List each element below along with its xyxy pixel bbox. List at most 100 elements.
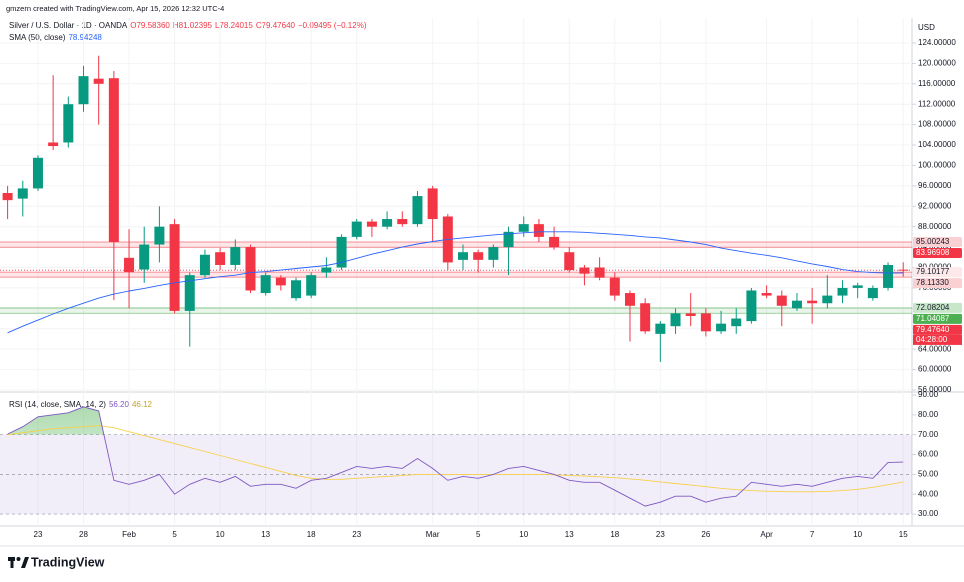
logo-shape [16,557,21,561]
y-tick-label: 56.00000 [918,385,952,394]
price-label-bg [913,247,962,258]
y-tick-label: 96.00000 [918,181,952,190]
y-tick-label: 100.00000 [918,161,956,170]
candle-body [230,247,241,265]
candle-body [215,252,226,265]
legend-item: RSI (14, close, SMA, 14, 2) [9,400,106,409]
price-label-bg [913,334,962,345]
candle-body [549,236,560,248]
candle-body [382,219,393,227]
countdown: 04:28:00 [916,335,948,344]
price-label: 79.10177 [916,267,950,276]
candle-body [883,264,894,288]
x-tick-label: Feb [122,530,136,539]
legend-row: RSI (14, close, SMA, 14, 2) 56.20 46.12 [9,400,153,409]
candle-body [624,293,635,306]
candle-body [594,267,605,278]
candle-body [245,247,256,291]
candle-body [199,254,210,276]
rsi-tick-label: 70.00 [918,430,939,439]
logo-mark [8,557,29,568]
rsi-sma-line [7,425,904,493]
x-tick-label: Apr [760,530,773,539]
x-tick-label: 23 [656,530,665,539]
price-label-bg [913,324,962,335]
x-tick-label: 10 [853,530,862,539]
candle-body [791,300,802,309]
candle-body [169,224,180,311]
candle-body [306,275,317,296]
rsi-tick-label: 40.00 [918,489,939,498]
candle-body [776,295,787,306]
candle-body [609,277,620,296]
candle-body [458,252,468,260]
legend-item: L78.24015 [215,21,253,30]
candle-body [184,275,195,311]
logo-shape [10,557,14,568]
price-label: 72.08204 [916,303,950,312]
x-tick-label: 5 [172,530,177,539]
legend-row: Silver / U.S. Dollar · 1D · OANDA O79.583… [9,21,367,30]
y-tick-label: 120.00000 [918,58,956,67]
y-tick-label: 60.00000 [918,365,952,374]
candle-body [351,221,362,237]
candle-body [336,236,347,268]
candle-body [108,78,119,242]
zone [0,272,912,278]
candle-body [564,252,575,271]
candle-body [78,76,89,105]
candle-body [488,247,499,260]
logo-shape [21,557,29,568]
candle-body [63,104,74,143]
candle-body [700,313,711,332]
legend-item: H81.02395 [173,21,213,30]
candle-body [291,280,302,299]
legend-item: SMA (50, close) [9,33,66,42]
candle-body [685,313,696,316]
candle-body [48,142,59,147]
candle-body [670,313,681,327]
candle-body [321,267,332,273]
candle-body [716,323,727,332]
price-label: 83.96908 [916,248,950,257]
x-tick-label: 18 [610,530,619,539]
x-tick-label: 13 [565,530,574,539]
y-tick-label: 108.00000 [918,120,956,129]
sma-line [7,231,904,334]
candle-body [579,267,590,274]
rsi-line [7,406,904,507]
candle-body [473,252,484,260]
x-tick-label: 15 [899,530,908,539]
x-tick-label: 23 [352,530,361,539]
candle-body [260,275,271,294]
candle-body [867,287,878,299]
rsi-tick-label: 60.00 [918,450,939,459]
y-tick-label: 104.00000 [918,140,956,149]
zone [0,307,912,314]
legend: Silver / U.S. Dollar · 1D · OANDA O79.583… [9,21,367,409]
candle-body [655,323,666,334]
price-label: 78.11330 [916,278,949,287]
candle-body [640,303,651,332]
price-label: 71.04087 [916,314,950,323]
candle-body [124,257,135,273]
candle-body [503,231,514,248]
price-label: 85.00243 [916,237,950,246]
x-tick-label: 26 [701,530,710,539]
price-label-bg [913,302,962,313]
candle-body [807,300,818,304]
x-tick-label: 7 [810,530,815,539]
overbought-fill [7,406,104,435]
zone [0,241,912,248]
candle-body [518,224,529,232]
candle-body [32,157,43,189]
rsi-tick-label: 80.00 [918,410,939,419]
legend-item: C79.47640 [256,21,296,30]
candle-body [397,219,408,225]
candle-body [746,290,757,322]
price-label-bg [913,267,962,278]
legend-item: 46.12 [132,400,153,409]
x-tick-label: 28 [79,530,88,539]
currency: USD [918,23,935,32]
